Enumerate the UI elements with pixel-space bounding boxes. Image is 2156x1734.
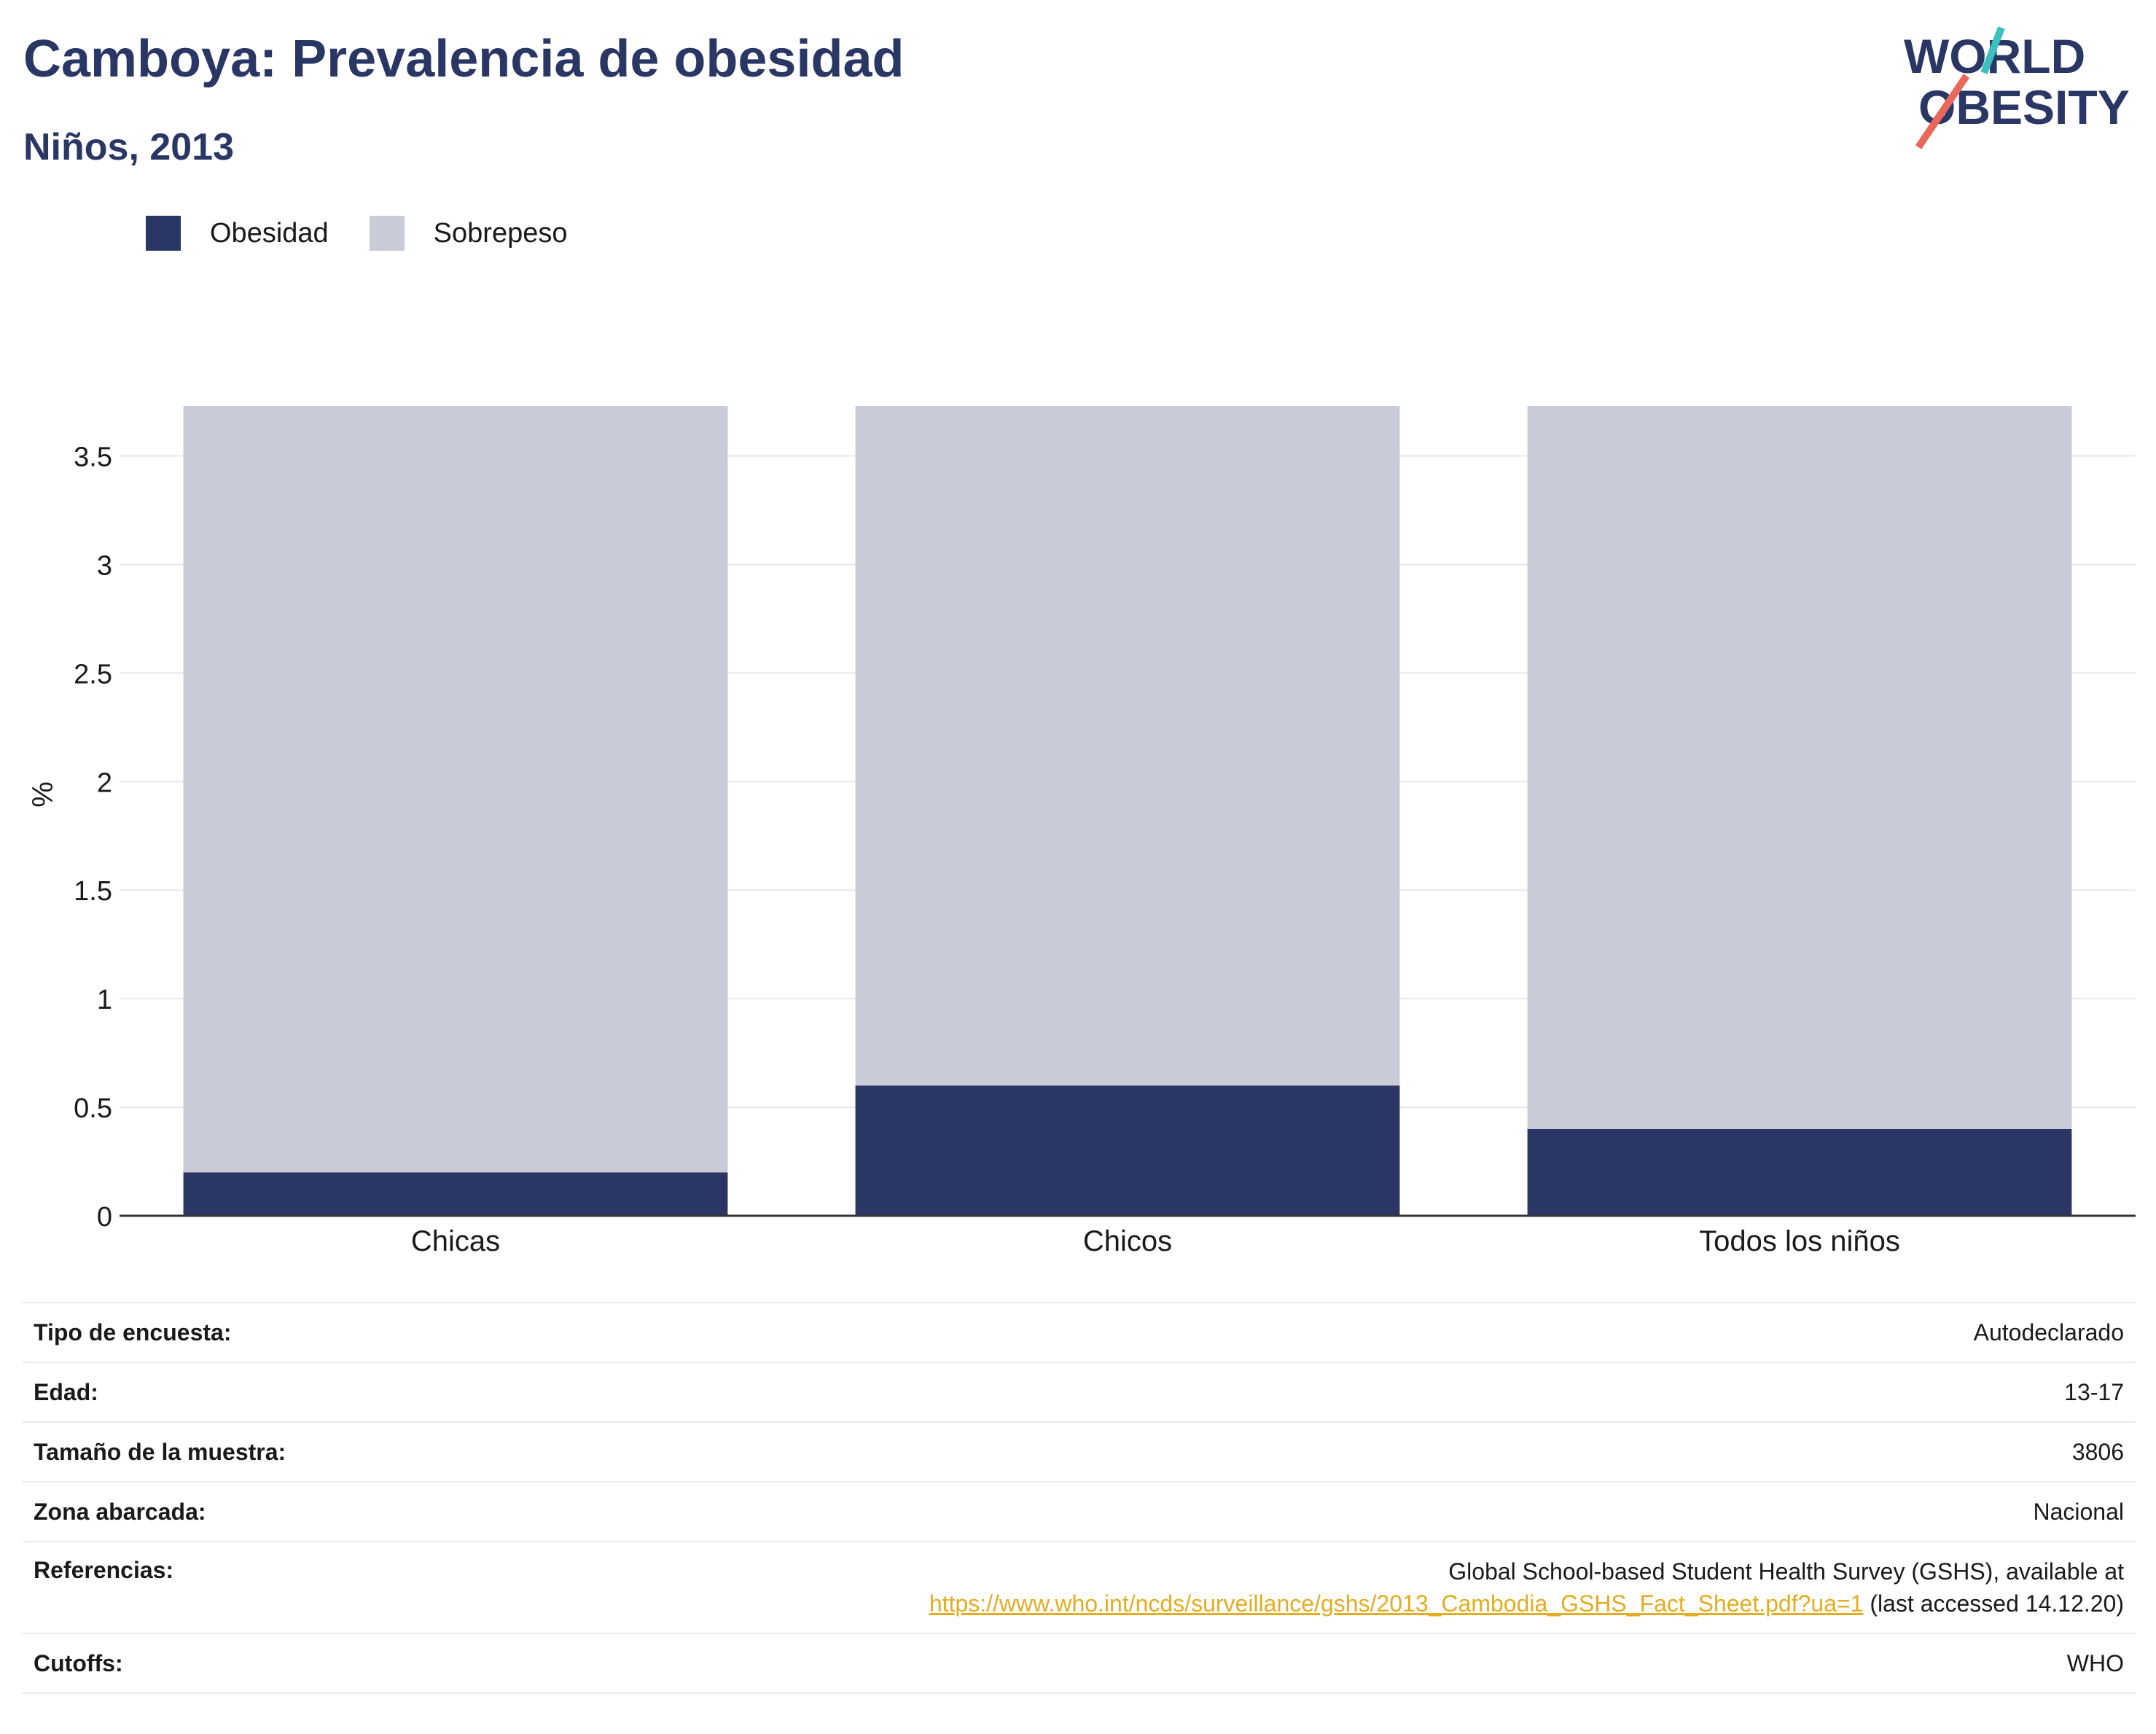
stacked-bar-chart: 0 0.5 1 1.5 2 2.5 3 3.5 Chicas Chicos Todos los n… (27, 406, 2136, 1257)
info-value: Autodeclarado (412, 1302, 2136, 1362)
x-tick-labels: Chicas Chicos Todos los niños (411, 1225, 1900, 1257)
legend-item-obesidad[interactable]: Obesidad (146, 216, 329, 251)
bar-obesidad-1 (183, 1172, 728, 1216)
chart-title: Camboya: Prevalencia de obesidad (23, 30, 905, 88)
logo-text-obesity: OBESITY (1918, 80, 2130, 134)
y-tick-label: 3.5 (74, 442, 112, 473)
legend-label-sobrepeso: Sobrepeso (433, 217, 568, 249)
bar-sobrepeso-1 (183, 406, 728, 1173)
info-row-age: Edad: 13-17 (22, 1362, 2136, 1422)
info-label: Cutoffs: (22, 1633, 413, 1694)
info-label: Tamaño de la muestra: (22, 1421, 413, 1482)
info-label: Zona abarcada: (22, 1481, 413, 1542)
info-row-cutoffs: Cutoffs: WHO (22, 1633, 2136, 1694)
info-row-survey-type: Tipo de encuesta: Autodeclarado (22, 1302, 2136, 1362)
info-value: WHO (412, 1633, 2136, 1694)
y-tick-labels: 0 0.5 1 1.5 2 2.5 3 3.5 (74, 442, 112, 1233)
bar-sobrepeso-3 (1527, 406, 2072, 1129)
info-value: 13-17 (412, 1362, 2136, 1422)
y-tick-label: 0 (97, 1202, 112, 1233)
info-label: Referencias: (22, 1541, 413, 1633)
y-axis-label: % (27, 781, 59, 808)
survey-info-table: Tipo de encuesta: Autodeclarado Edad: 13… (22, 1302, 2136, 1694)
info-label: Tipo de encuesta: (22, 1302, 413, 1362)
x-tick-label: Chicas (411, 1225, 500, 1257)
bar-obesidad-2 (855, 1085, 1400, 1216)
info-row-references: Referencias: Global School-based Student… (22, 1541, 2136, 1633)
info-label: Edad: (22, 1362, 413, 1422)
references-text: Global School-based Student Health Surve… (1448, 1558, 2124, 1585)
info-value: Nacional (412, 1481, 2136, 1542)
legend-swatch-obesidad (146, 216, 181, 251)
legend: Obesidad Sobrepeso (146, 216, 608, 251)
logo-slash-teal (1980, 26, 2005, 74)
bar-obesidad-3 (1527, 1128, 2072, 1216)
info-row-sample-size: Tamaño de la muestra: 3806 (22, 1421, 2136, 1482)
y-tick-label: 1 (97, 985, 112, 1015)
logo-slash-coral (1915, 74, 1970, 149)
chart-subtitle: Niños, 2013 (23, 126, 235, 168)
references-value: Global School-based Student Health Surve… (412, 1541, 2136, 1633)
world-obesity-logo: WORLD OBESITY (1904, 26, 2130, 149)
y-tick-label: 1.5 (74, 876, 112, 907)
bar-sobrepeso-2 (855, 406, 1400, 1086)
x-tick-label: Chicos (1083, 1225, 1172, 1257)
y-tick-label: 2.5 (74, 659, 112, 690)
legend-swatch-sobrepeso (369, 216, 405, 251)
bars (183, 406, 2072, 1216)
y-tick-label: 3 (97, 550, 112, 581)
references-accessed: (last accessed 14.12.20) (1863, 1590, 2124, 1617)
info-value: 3806 (412, 1421, 2136, 1482)
legend-label-obesidad: Obesidad (210, 217, 329, 249)
y-tick-label: 2 (97, 768, 112, 798)
x-tick-label: Todos los niños (1699, 1225, 1900, 1257)
references-link[interactable]: https://www.who.int/ncds/surveillance/gs… (929, 1590, 1864, 1617)
y-tick-label: 0.5 (74, 1093, 112, 1124)
info-row-area: Zona abarcada: Nacional (22, 1481, 2136, 1542)
legend-item-sobrepeso[interactable]: Sobrepeso (369, 216, 568, 251)
